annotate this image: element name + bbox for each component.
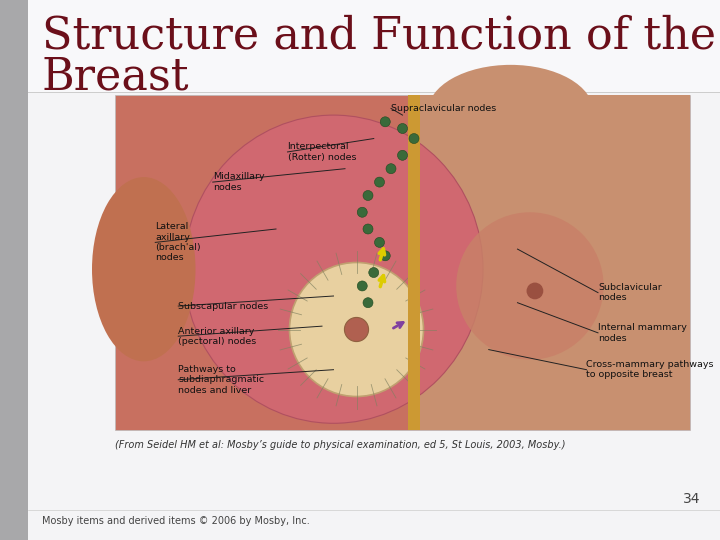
Text: Supraclavicular nodes: Supraclavicular nodes [391,104,496,113]
Circle shape [289,262,423,396]
Circle shape [363,224,373,234]
Text: Subclavicular
nodes: Subclavicular nodes [598,283,662,302]
Circle shape [397,124,408,133]
Bar [0,0,28,540]
Circle shape [374,177,384,187]
Circle shape [397,150,408,160]
Text: Mosby items and derived items © 2006 by Mosby, Inc.: Mosby items and derived items © 2006 by … [42,516,310,526]
Circle shape [386,164,396,174]
Ellipse shape [428,65,593,159]
Circle shape [526,282,544,299]
Text: 34: 34 [683,492,700,506]
Circle shape [357,281,367,291]
Text: Anterior axillary
(pectoral) nodes: Anterior axillary (pectoral) nodes [179,327,256,346]
Text: Internal mammary
nodes: Internal mammary nodes [598,323,687,342]
Circle shape [369,267,379,278]
Text: Lateral
axillary
(brach'al)
nodes: Lateral axillary (brach'al) nodes [156,222,201,262]
Circle shape [456,212,603,360]
Bar [408,95,420,430]
Bar [414,95,690,430]
Bar [28,0,720,92]
Text: Midaxillary
nodes: Midaxillary nodes [212,172,264,192]
Text: Structure and Function of the: Structure and Function of the [42,14,716,57]
Circle shape [363,298,373,308]
Bar [115,95,690,430]
Ellipse shape [184,115,483,423]
Circle shape [374,238,384,247]
Ellipse shape [92,177,196,361]
Text: Interpectoral
(Rotter) nodes: Interpectoral (Rotter) nodes [287,142,356,161]
Text: (From Seidel HM et al: Mosby’s guide to physical examination, ed 5, St Louis, 20: (From Seidel HM et al: Mosby’s guide to … [115,440,565,450]
Text: Cross-mammary pathways
to opposite breast: Cross-mammary pathways to opposite breas… [587,360,714,380]
Circle shape [380,117,390,127]
Text: Pathways to
subdiaphragmatic
nodes and liver: Pathways to subdiaphragmatic nodes and l… [179,365,264,395]
Text: Subscapular nodes: Subscapular nodes [179,301,269,310]
Circle shape [344,318,369,342]
Circle shape [363,191,373,200]
Circle shape [357,207,367,217]
Circle shape [409,133,419,144]
Circle shape [380,251,390,261]
Text: Breast: Breast [42,55,189,98]
